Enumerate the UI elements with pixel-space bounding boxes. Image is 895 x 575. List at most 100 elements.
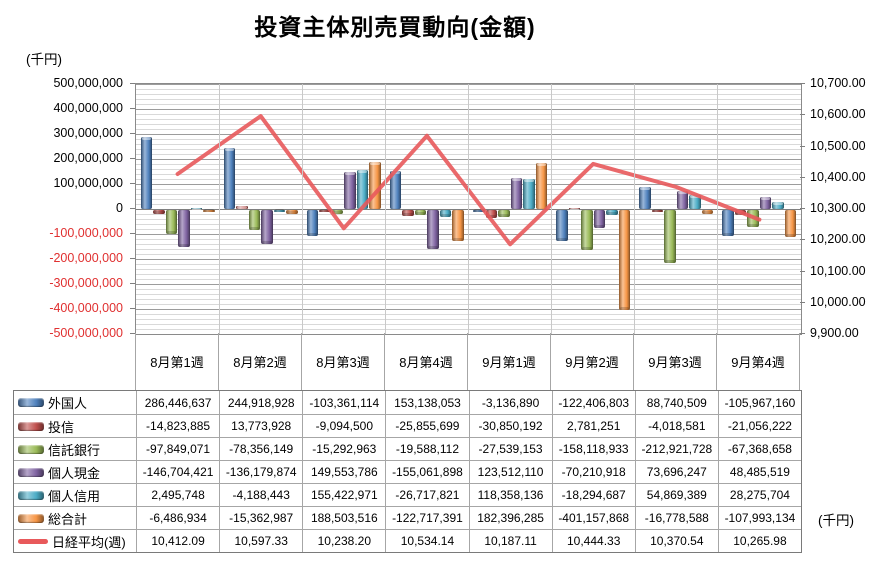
right-axis-tick-label: 10,500.00 xyxy=(810,138,866,153)
table-cell: -3,136,890 xyxy=(468,391,552,414)
left-axis-tick-label: -300,000,000 xyxy=(49,276,123,290)
left-axis-tick xyxy=(130,208,135,209)
legend-key-投信 xyxy=(18,421,44,431)
bar-総合計 xyxy=(784,210,797,237)
bar-個人信用 xyxy=(689,195,701,209)
bar-総合計 xyxy=(535,163,548,209)
right-axis-tick-label: 10,400.00 xyxy=(810,169,866,184)
bar-個人信用 xyxy=(523,179,535,209)
right-axis-tick-label: 10,100.00 xyxy=(810,263,866,278)
right-axis-tick xyxy=(800,301,805,303)
bar-総合計 xyxy=(203,208,215,212)
bar-個人信用 xyxy=(273,208,286,212)
right-axis-tick xyxy=(800,239,805,241)
category-separator xyxy=(301,84,303,334)
legend-key-外国人 xyxy=(18,398,44,407)
bar-投信 xyxy=(651,208,664,212)
table-cell: 28,275,704 xyxy=(717,483,801,506)
table-cell: -15,362,987 xyxy=(219,506,303,529)
table-unit-label: (千円) xyxy=(818,513,854,528)
table-cell: -19,588,112 xyxy=(385,437,469,460)
table-cell: 10,444.33 xyxy=(551,529,635,552)
bar-信託銀行 xyxy=(664,210,676,264)
table-cell: 10,187.11 xyxy=(468,529,552,552)
bar-信託銀行 xyxy=(331,210,344,214)
table-cell: -158,118,933 xyxy=(551,437,635,460)
category-separator xyxy=(634,84,636,334)
bar-総合計 xyxy=(701,210,714,215)
bar-個人信用 xyxy=(190,207,203,210)
bar-個人現金 xyxy=(510,178,523,209)
legend-cell: 外国人 xyxy=(14,391,136,414)
bar-投信 xyxy=(485,210,498,218)
table-cell: -67,368,658 xyxy=(717,437,801,460)
category-separator xyxy=(218,84,220,334)
series-label: 個人信用 xyxy=(48,488,101,504)
table-cell: -78,356,149 xyxy=(219,437,303,460)
right-axis-tick-label: 9,900.00 xyxy=(810,326,859,340)
left-axis-tick-label: 100,000,000 xyxy=(53,176,123,190)
table-cell: -6,486,934 xyxy=(136,506,220,529)
bar-投信 xyxy=(319,209,331,213)
left-axis-tick-label: -500,000,000 xyxy=(49,326,123,340)
bar-個人現金 xyxy=(676,190,689,209)
bar-個人現金 xyxy=(261,210,273,245)
table-cell: -18,294,687 xyxy=(551,483,635,506)
category-separator xyxy=(384,84,386,334)
bar-外国人 xyxy=(140,137,153,209)
table-cell: -27,539,153 xyxy=(468,437,552,460)
bar-信託銀行 xyxy=(414,210,427,215)
table-cell: -70,210,918 xyxy=(551,460,635,483)
right-axis-tick-label: 10,300.00 xyxy=(810,201,866,215)
table-cell: 118,358,136 xyxy=(468,483,552,506)
table-cell: -14,823,885 xyxy=(136,414,220,437)
bar-総合計 xyxy=(369,161,381,209)
table-cell: 54,869,389 xyxy=(634,483,718,506)
table-cell: -136,179,874 xyxy=(219,460,303,483)
table-cell: 123,512,110 xyxy=(468,460,552,483)
table-cell: -212,921,728 xyxy=(634,437,718,460)
table-cell: 10,370.54 xyxy=(634,529,718,552)
right-axis-tick xyxy=(800,176,805,178)
left-axis-tick xyxy=(130,183,135,184)
table-cell: 88,740,509 xyxy=(634,391,718,414)
left-axis-tick xyxy=(130,283,135,284)
table-cell: -30,850,192 xyxy=(468,414,552,437)
legend-key-個人信用 xyxy=(18,490,44,500)
bar-外国人 xyxy=(473,208,485,212)
category-label: 8月第1週 xyxy=(136,333,219,390)
left-axis-tick xyxy=(130,133,135,134)
legend-cell: 総合計 xyxy=(14,506,136,529)
category-axis-row: 8月第1週 8月第2週 8月第3週 8月第4週 9月第1週 9月第2週 9月第3週 9月第4週 xyxy=(135,333,800,390)
table-cell: -401,157,868 xyxy=(551,506,635,529)
table-cell: -122,406,803 xyxy=(551,391,635,414)
chart-title: 投資主体別売買動向(金額) xyxy=(254,14,536,40)
series-label: 総合計 xyxy=(48,511,88,527)
right-axis-tick xyxy=(800,114,805,116)
left-axis-tick-label: 200,000,000 xyxy=(53,151,123,165)
category-label: 9月第1週 xyxy=(468,333,551,390)
table-cell: 10,265.98 xyxy=(717,529,801,552)
bar-外国人 xyxy=(223,147,236,209)
left-axis-tick-label: 400,000,000 xyxy=(53,101,123,115)
right-axis-tick-label: 10,000.00 xyxy=(810,294,866,309)
table-cell: 244,918,928 xyxy=(219,391,302,414)
bar-個人現金 xyxy=(759,196,772,209)
table-cell: 153,138,053 xyxy=(385,391,468,414)
bar-総合計 xyxy=(452,210,464,241)
table-cell: -25,855,699 xyxy=(385,414,469,437)
left-axis-tick xyxy=(130,83,135,84)
series-label: 投信 xyxy=(48,419,75,435)
category-separator xyxy=(551,84,553,334)
bar-個人信用 xyxy=(356,170,369,209)
table-cell: -15,292,963 xyxy=(302,437,386,460)
legend-cell: 個人現金 xyxy=(14,460,136,483)
table-cell: 155,422,971 xyxy=(302,483,386,506)
legend-cell: 信託銀行 xyxy=(14,437,136,460)
category-label: 9月第4週 xyxy=(717,333,800,390)
left-axis-unit-label: (千円) xyxy=(26,52,62,67)
legend-cell: 投信 xyxy=(14,414,136,437)
table-cell: 10,597.33 xyxy=(219,529,303,552)
table-cell: 286,446,637 xyxy=(136,391,219,414)
table-cell: -155,061,898 xyxy=(385,460,469,483)
